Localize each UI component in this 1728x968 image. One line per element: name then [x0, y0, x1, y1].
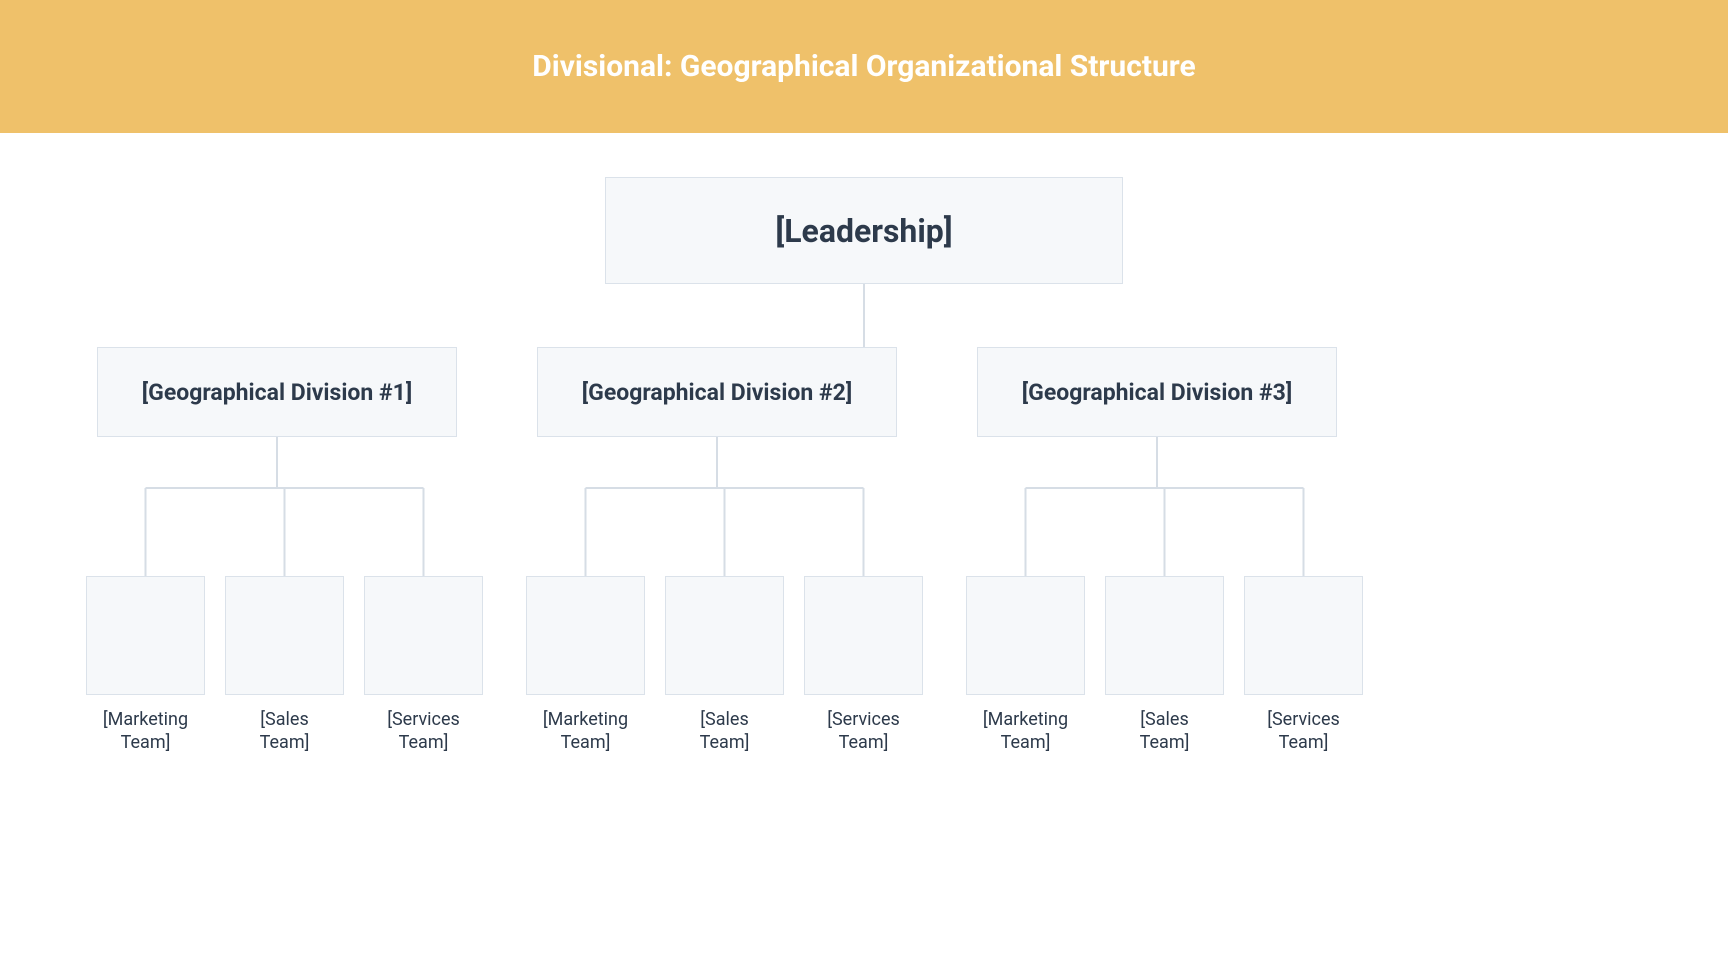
team-box-2-1 — [1105, 576, 1224, 695]
team-label-1-0: [MarketingTeam] — [520, 709, 651, 754]
team-box-0-1 — [225, 576, 344, 695]
team-label-1-1: [SalesTeam] — [659, 709, 790, 754]
team-box-0-2 — [364, 576, 483, 695]
page-title: Divisional: Geographical Organizational … — [532, 49, 1195, 84]
team-label-2-0: [MarketingTeam] — [960, 709, 1091, 754]
division-node-0: [Geographical Division #1] — [97, 347, 457, 437]
root-node: [Leadership] — [605, 177, 1123, 284]
header-banner: Divisional: Geographical Organizational … — [0, 0, 1728, 133]
team-box-1-2 — [804, 576, 923, 695]
team-label-0-1: [SalesTeam] — [219, 709, 350, 754]
team-label-0-0: [MarketingTeam] — [80, 709, 211, 754]
team-box-2-0 — [966, 576, 1085, 695]
team-label-0-2: [ServicesTeam] — [358, 709, 489, 754]
org-chart: [Leadership] [Geographical Division #1] [M… — [0, 133, 1728, 968]
team-label-1-2: [ServicesTeam] — [798, 709, 929, 754]
team-box-0-0 — [86, 576, 205, 695]
team-label-2-1: [SalesTeam] — [1099, 709, 1230, 754]
team-box-1-1 — [665, 576, 784, 695]
division-node-1: [Geographical Division #2] — [537, 347, 897, 437]
team-label-2-2: [ServicesTeam] — [1238, 709, 1369, 754]
division-node-2: [Geographical Division #3] — [977, 347, 1337, 437]
team-box-2-2 — [1244, 576, 1363, 695]
team-box-1-0 — [526, 576, 645, 695]
